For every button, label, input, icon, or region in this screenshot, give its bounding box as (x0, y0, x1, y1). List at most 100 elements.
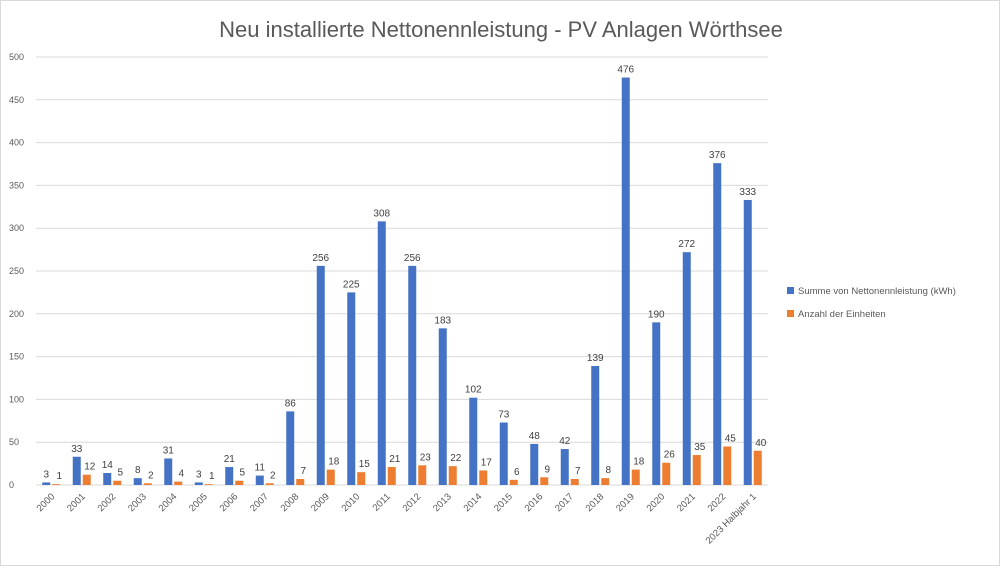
bar-nettonennleistung (530, 443, 539, 485)
bar-nettonennleistung (499, 422, 508, 485)
bar-nettonennleistung (560, 449, 569, 485)
data-label: 272 (678, 239, 695, 250)
data-label: 7 (300, 466, 306, 477)
y-tick-label: 400 (9, 138, 24, 148)
data-label: 9 (544, 464, 550, 475)
legend-label: Anzahl der Einheiten (798, 309, 886, 320)
bar-anzahl-einheiten (174, 481, 183, 485)
x-tick-label: 2018 (584, 491, 607, 514)
bar-anzahl-einheiten (235, 480, 244, 485)
x-tick-label: 2002 (96, 491, 119, 514)
data-label: 23 (420, 452, 432, 463)
bar-anzahl-einheiten (479, 470, 488, 485)
data-label: 1 (56, 471, 62, 482)
data-label: 102 (465, 385, 482, 396)
chart-title: Neu installierte Nettonennleistung - PV … (219, 17, 783, 42)
bar-anzahl-einheiten (143, 483, 152, 485)
bar-nettonennleistung (286, 411, 295, 485)
bar-anzahl-einheiten (601, 478, 610, 485)
bar-nettonennleistung (255, 475, 264, 485)
data-label: 256 (404, 253, 421, 264)
data-label: 21 (224, 454, 236, 465)
data-label: 31 (163, 445, 175, 456)
y-tick-label: 200 (9, 309, 24, 319)
legend-swatch (787, 310, 794, 317)
y-tick-label: 500 (9, 52, 24, 62)
bar-anzahl-einheiten (204, 484, 213, 485)
bar-nettonennleistung (377, 221, 386, 486)
data-label: 376 (709, 150, 726, 161)
data-label: 17 (481, 457, 493, 468)
bar-nettonennleistung (133, 478, 142, 485)
bar-nettonennleistung (408, 265, 417, 485)
y-tick-label: 100 (9, 394, 24, 404)
data-label: 26 (664, 450, 676, 461)
bar-anzahl-einheiten (570, 479, 579, 485)
data-label: 1 (209, 471, 215, 482)
x-tick-label: 2019 (614, 491, 637, 514)
bar-anzahl-einheiten (448, 466, 457, 485)
data-label: 5 (117, 468, 123, 479)
bar-anzahl-einheiten (540, 477, 549, 485)
data-label: 6 (514, 467, 520, 478)
bar-nettonennleistung (225, 467, 234, 485)
data-label: 476 (617, 65, 634, 76)
x-tick-label: 2021 (675, 491, 698, 514)
bar-anzahl-einheiten (52, 484, 61, 485)
bar-nettonennleistung (72, 456, 81, 485)
x-tick-label: 2010 (340, 491, 363, 514)
data-label: 45 (725, 433, 737, 444)
bar-nettonennleistung (682, 252, 691, 485)
bar-nettonennleistung (713, 163, 722, 486)
x-tick-label: 2011 (371, 491, 393, 513)
data-label: 18 (328, 457, 340, 468)
bar-nettonennleistung (42, 482, 51, 485)
bar-nettonennleistung (194, 482, 203, 485)
x-tick-label: 2014 (462, 491, 485, 514)
y-tick-label: 300 (9, 223, 24, 233)
y-tick-label: 350 (9, 180, 24, 190)
data-label: 73 (498, 410, 510, 421)
x-tick-label: 2015 (492, 491, 515, 514)
data-label: 183 (434, 315, 451, 326)
bar-anzahl-einheiten (113, 480, 122, 485)
bar-nettonennleistung (743, 199, 752, 485)
bar-anzahl-einheiten (509, 479, 518, 485)
data-label: 308 (373, 208, 390, 219)
data-label: 21 (389, 454, 401, 465)
x-tick-label: 2004 (157, 491, 180, 514)
data-label: 42 (559, 436, 571, 447)
bar-anzahl-einheiten (82, 474, 91, 485)
x-tick-label: 2003 (126, 491, 149, 514)
bar-anzahl-einheiten (265, 483, 274, 485)
x-tick-label: 2006 (218, 491, 241, 514)
data-label: 15 (359, 459, 371, 470)
x-tick-label: 2016 (523, 491, 546, 514)
x-tick-label: 2008 (279, 491, 302, 514)
data-label: 3 (43, 469, 49, 480)
x-tick-label: 2012 (401, 491, 424, 514)
data-label: 225 (343, 279, 360, 290)
bar-anzahl-einheiten (326, 469, 335, 485)
x-tick-label: 2001 (65, 491, 88, 514)
data-label: 8 (135, 465, 141, 476)
x-tick-label: 2005 (187, 491, 210, 514)
bar-nettonennleistung (621, 77, 630, 485)
x-tick-label: 2013 (431, 491, 454, 514)
data-label: 33 (71, 444, 83, 455)
data-label: 3 (196, 469, 202, 480)
bar-nettonennleistung (347, 292, 356, 485)
data-label: 139 (587, 353, 604, 364)
data-label: 22 (450, 453, 462, 464)
bar-nettonennleistung (652, 322, 661, 485)
data-label: 2 (148, 470, 154, 481)
bar-anzahl-einheiten (723, 446, 732, 485)
data-label: 48 (529, 431, 541, 442)
data-label: 5 (239, 468, 245, 479)
bar-anzahl-einheiten (387, 467, 396, 485)
y-tick-label: 0 (9, 480, 14, 490)
data-label: 190 (648, 309, 665, 320)
data-label: 333 (739, 187, 756, 198)
bar-anzahl-einheiten (296, 479, 305, 485)
